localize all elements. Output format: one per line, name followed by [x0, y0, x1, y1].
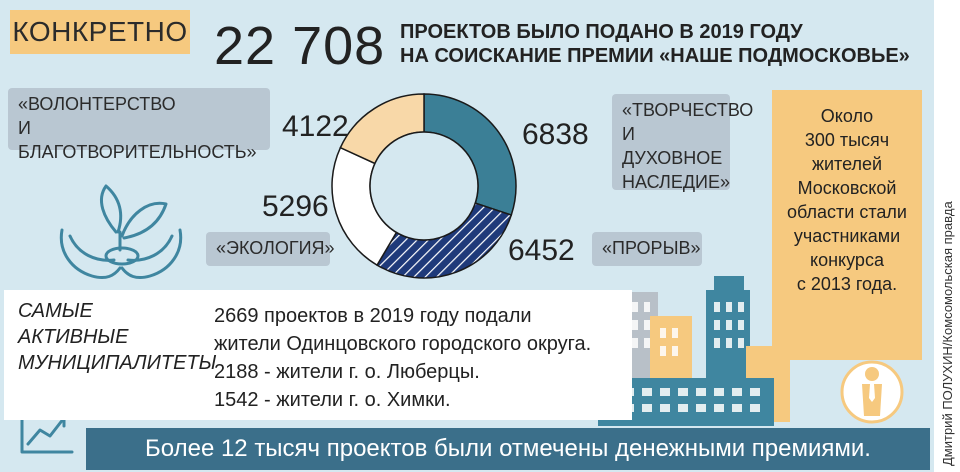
side-note-line: конкурса: [810, 250, 884, 270]
value-volunteering: 4122: [282, 110, 349, 143]
label-volunteering: «ВОЛОНТЕРСТВО И БЛАГОТВОРИТЕЛЬНОСТЬ»: [8, 88, 270, 162]
donut-chart: [331, 93, 517, 279]
label-ecology: «ЭКОЛОГИЯ»: [206, 232, 335, 266]
municipalities-title: САМЫЕ АКТИВНЫЕ МУНИЦИПАЛИТЕТЫ: [18, 298, 217, 376]
label-creativity-line-2: И ДУХОВНОЕ: [622, 124, 723, 168]
label-breakthrough: «ПРОРЫВ»: [592, 232, 702, 266]
side-note: Около 300 тысяч жителей Московской облас…: [772, 104, 922, 296]
label-creativity-line-3: НАСЛЕДИЕ»: [622, 172, 730, 192]
label-ecology-line-1: «ЭКОЛОГИЯ»: [216, 238, 335, 258]
side-note-line: участниками: [793, 226, 901, 246]
side-note-line: 300 тысяч: [804, 130, 890, 150]
label-creativity: «ТВОРЧЕСТВО И ДУХОВНОЕ НАСЛЕДИЕ»: [612, 94, 753, 192]
municipalities-title-line: АКТИВНЫЕ: [18, 326, 129, 348]
side-note-line: области стали: [787, 202, 907, 222]
municipalities-box: [4, 290, 632, 420]
label-volunteering-line-2: И БЛАГОТВОРИТЕЛЬНОСТЬ»: [18, 118, 257, 162]
municipality-line: 2188 - жители г. о. Люберцы.: [214, 361, 480, 383]
headline: ПРОЕКТОВ БЫЛО ПОДАНО В 2019 ГОДУ НА СОИС…: [400, 20, 910, 68]
municipalities-list: 2669 проектов в 2019 году подали жители …: [214, 302, 634, 414]
side-note-line: жителей: [811, 154, 883, 174]
footer-bar: Более 12 тысяч проектов были отмечены де…: [86, 428, 930, 470]
label-breakthrough-line-1: «ПРОРЫВ»: [602, 238, 701, 258]
person-icon: [840, 360, 904, 424]
side-note-box: [772, 90, 922, 360]
total-projects-number: 22 708: [214, 16, 386, 76]
municipality-line: жители Одинцовского городского округа.: [214, 333, 592, 355]
municipalities-title-line: САМЫЕ: [18, 300, 93, 322]
section-tag: КОНКРЕТНО: [10, 10, 190, 54]
photo-credit: Дмитрий ПОЛУХИН/Комсомольская правда: [940, 201, 955, 466]
municipality-line: 2669 проектов в 2019 году подали: [214, 305, 532, 327]
side-note-line: Около: [820, 106, 874, 126]
donut-hole: [369, 131, 479, 241]
value-creativity: 6838: [522, 118, 589, 151]
label-volunteering-line-1: «ВОЛОНТЕРСТВО: [18, 94, 176, 114]
headline-line-2: НА СОИСКАНИЕ ПРЕМИИ «НАШЕ ПОДМОСКОВЬЕ»: [400, 45, 910, 67]
hands-plant-icon: [59, 184, 183, 280]
value-breakthrough: 6452: [508, 234, 575, 267]
side-note-line: Московской: [797, 178, 897, 198]
value-ecology: 5296: [262, 190, 329, 223]
headline-line-1: ПРОЕКТОВ БЫЛО ПОДАНО В 2019 ГОДУ: [400, 21, 803, 43]
municipality-line: 1542 - жители г. о. Химки.: [214, 389, 451, 411]
side-note-line: с 2013 года.: [796, 274, 898, 294]
municipalities-title-line: МУНИЦИПАЛИТЕТЫ: [18, 352, 217, 374]
